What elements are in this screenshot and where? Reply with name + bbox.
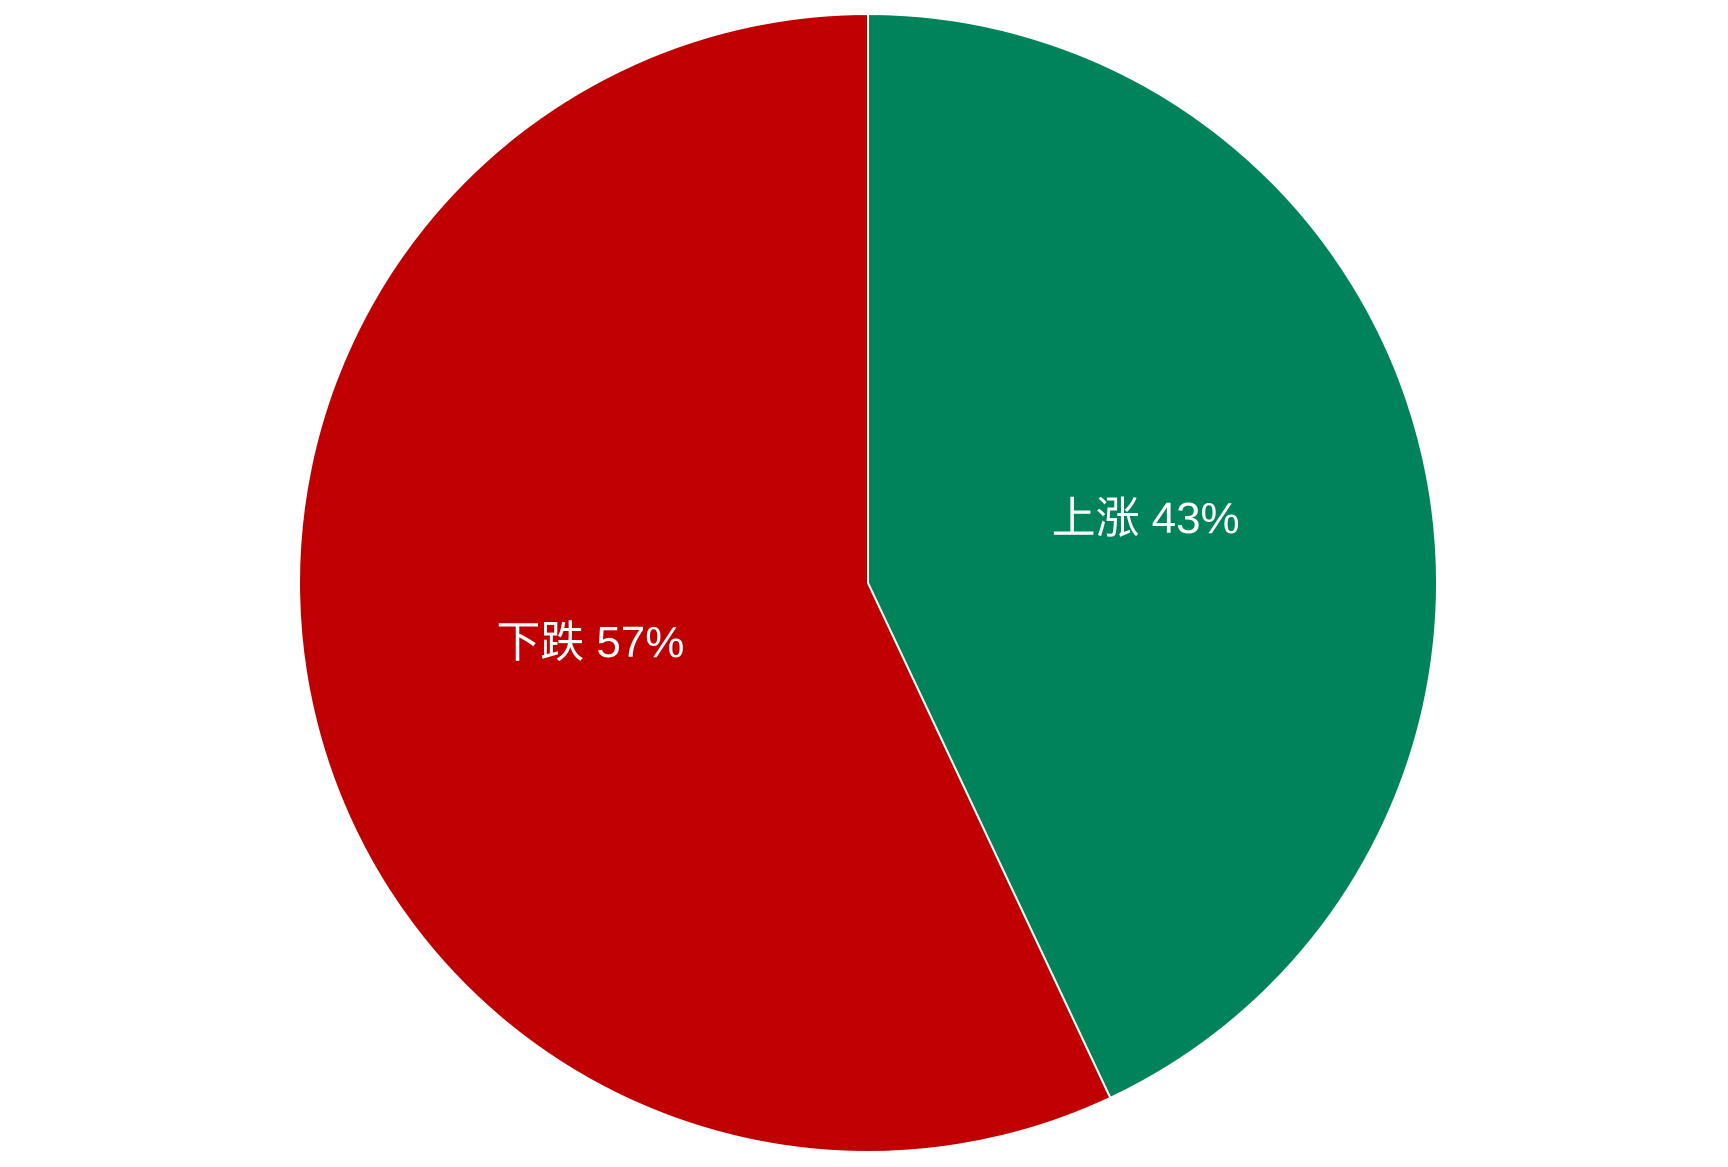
slice-label: 上涨 43% [1052, 494, 1240, 543]
slice-category: 下跌 [496, 618, 584, 667]
slice-label: 下跌 57% [496, 618, 684, 667]
slice-category: 上涨 [1052, 494, 1140, 543]
slice-value: 57% [596, 618, 684, 667]
slice-value: 43% [1152, 494, 1240, 543]
pie-slice [298, 12, 1112, 1153]
pie-slice [867, 12, 1438, 1100]
